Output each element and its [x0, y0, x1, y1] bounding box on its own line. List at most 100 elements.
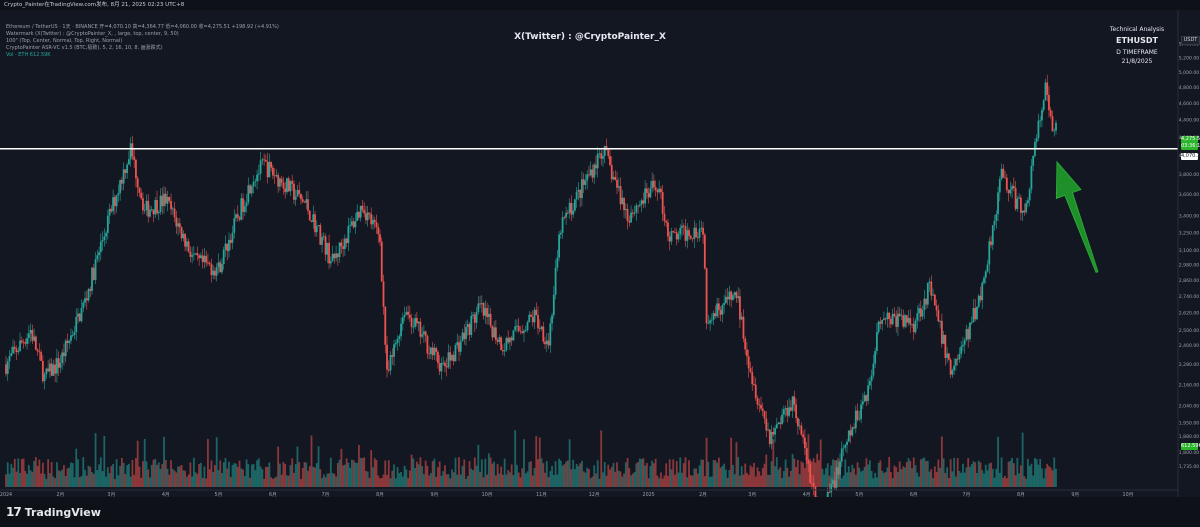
- candle-body: [480, 303, 483, 305]
- x-tick-label: 4月: [162, 492, 170, 497]
- volume-bar: [208, 469, 211, 487]
- volume-bar: [1039, 458, 1042, 487]
- candle-body: [842, 447, 845, 449]
- volume-bar: [273, 477, 276, 487]
- volume-bar: [925, 461, 927, 487]
- volume-bar: [647, 478, 650, 487]
- candle-body: [331, 253, 334, 262]
- y-tick-label: 2,160.00: [1179, 382, 1200, 388]
- candle-body: [1046, 82, 1049, 95]
- volume-bar: [760, 475, 762, 487]
- volume-bar: [221, 473, 223, 487]
- candle-body: [677, 234, 680, 240]
- volume-bar: [10, 463, 13, 487]
- candle-body: [958, 353, 961, 360]
- volume-bar: [696, 473, 699, 487]
- price-chart[interactable]: 1,735.00 1,800.00 1,880.00 1,950.00 2,040.00…: [0, 10, 1200, 524]
- candle-body: [180, 227, 183, 239]
- candle-body: [712, 313, 715, 320]
- currency-label[interactable]: USDT: [1181, 36, 1200, 45]
- candle-body: [589, 169, 592, 176]
- volume-bar: [830, 465, 833, 487]
- candle-body: [814, 486, 817, 498]
- candle-body: [1019, 197, 1022, 213]
- chart-canvas[interactable]: 1,735.00 1,800.00 1,880.00 1,950.00 2,040.00…: [0, 10, 1200, 524]
- candle-body: [271, 167, 274, 176]
- candle-body: [867, 385, 870, 401]
- candle-body: [468, 324, 471, 335]
- volume-bar: [150, 464, 153, 487]
- y-tick-label: 4,400.00: [1179, 118, 1200, 124]
- x-tick-label: 9月: [430, 492, 438, 497]
- y-tick-label: 2,620.00: [1179, 310, 1200, 316]
- y-tick-label: 3,100.00: [1179, 248, 1200, 254]
- volume-bar: [991, 468, 994, 487]
- candle-body: [308, 210, 311, 221]
- candle-body: [280, 178, 283, 183]
- volume-bar: [630, 475, 632, 487]
- candle-body: [653, 180, 655, 188]
- tradingview-logo[interactable]: 17 TradingView: [6, 505, 101, 519]
- candle-body: [860, 404, 862, 420]
- candle-body: [540, 326, 543, 330]
- volume-bar: [438, 461, 441, 487]
- candle-body: [91, 267, 93, 291]
- candle-body: [888, 312, 891, 319]
- volume-bar: [259, 466, 262, 487]
- volume-bar: [154, 459, 157, 487]
- candle-body: [187, 241, 190, 252]
- candle-body: [782, 409, 785, 415]
- volume-bar: [693, 468, 696, 487]
- volume-bar: [103, 435, 106, 487]
- volume-bar: [782, 470, 785, 487]
- volume-bar: [1051, 470, 1054, 487]
- candle-body: [243, 206, 246, 212]
- candle-body: [456, 342, 459, 346]
- candle-body: [17, 351, 20, 353]
- candle-body: [1023, 210, 1026, 213]
- volume-bar: [795, 466, 798, 487]
- volume-bar: [291, 458, 294, 487]
- volume-bar: [40, 473, 43, 487]
- price-axis: 1,735.00 1,800.00 1,880.00 1,950.00 2,040.00…: [1177, 10, 1200, 497]
- volume-bar: [572, 459, 575, 487]
- volume-bar: [73, 477, 76, 487]
- candles: [5, 74, 1057, 524]
- candle-body: [777, 422, 780, 425]
- candle-body: [798, 425, 801, 427]
- volume-bar: [50, 462, 53, 487]
- candle-body: [245, 202, 248, 207]
- volume-bar: [85, 475, 88, 487]
- candle-body: [321, 237, 323, 245]
- candle-body: [658, 188, 661, 193]
- volume-bar: [219, 460, 222, 487]
- candle-body: [967, 329, 970, 340]
- candle-body: [788, 407, 791, 416]
- volume-bar: [461, 465, 464, 487]
- candle-body: [24, 342, 27, 344]
- candle-body: [57, 358, 60, 368]
- volume-bar: [178, 466, 181, 487]
- y-tick-label: 2,500.00: [1179, 328, 1200, 334]
- candle-body: [505, 337, 508, 351]
- volume-bar: [947, 478, 950, 487]
- candle-body: [953, 365, 956, 371]
- candle-body: [12, 346, 14, 354]
- volume-bar: [147, 469, 150, 487]
- candle-body: [753, 384, 755, 385]
- volume-bar: [774, 466, 776, 487]
- volume-bar: [384, 460, 387, 487]
- volume-bar: [484, 458, 487, 487]
- candle-body: [584, 180, 587, 185]
- volume-bar: [566, 460, 569, 487]
- candle-body: [310, 220, 313, 222]
- volume-bar: [412, 458, 415, 487]
- volume-bar: [825, 468, 827, 487]
- volume-bar: [538, 437, 541, 487]
- candle-body: [52, 364, 55, 376]
- candle-body: [874, 350, 877, 364]
- ta-label: Technical Analysis: [1109, 26, 1165, 33]
- volume-bar: [12, 467, 14, 487]
- candle-body: [616, 180, 618, 188]
- candle-body: [185, 241, 188, 247]
